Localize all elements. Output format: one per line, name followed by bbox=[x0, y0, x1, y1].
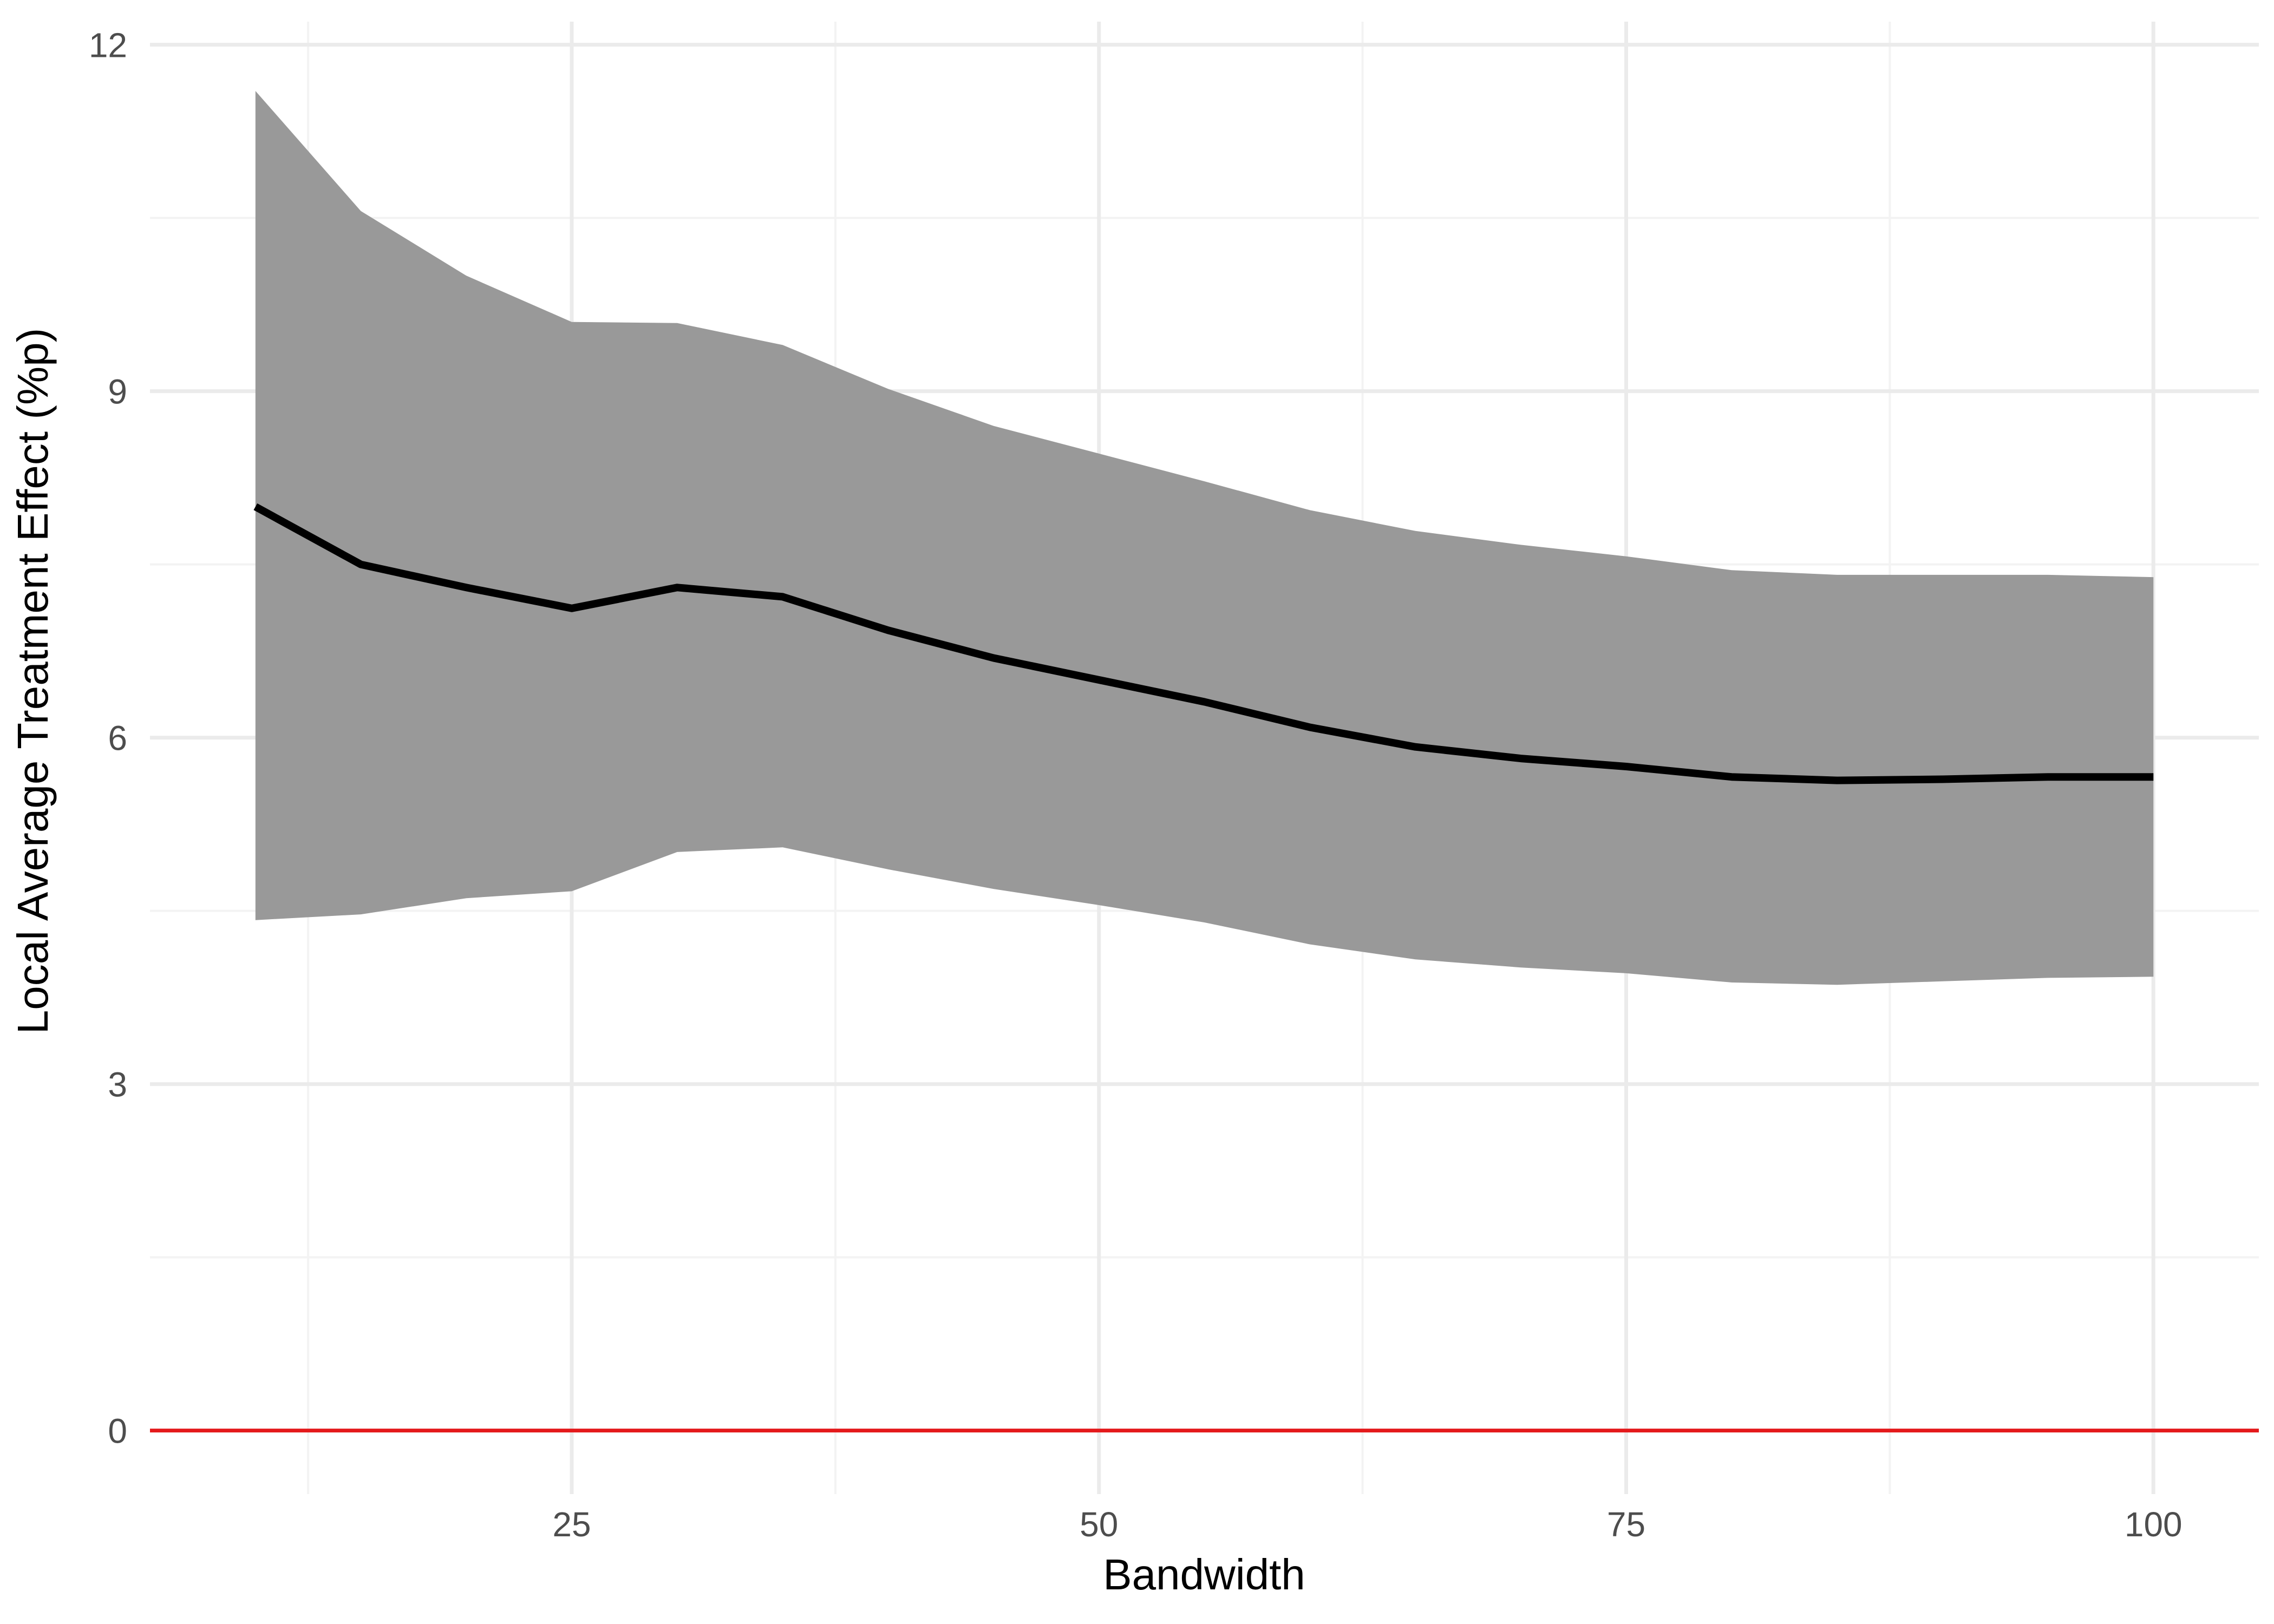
x-axis-tick-labels: 25 50 75 100 bbox=[552, 1505, 2182, 1544]
estimate-line-layer bbox=[253, 503, 2154, 784]
y-tick-label: 6 bbox=[108, 719, 127, 758]
y-tick-label: 3 bbox=[108, 1065, 127, 1104]
y-axis-title: Local Average Treatment Effect (%p) bbox=[9, 328, 57, 1034]
y-tick-label: 0 bbox=[108, 1412, 127, 1451]
confidence-band bbox=[255, 91, 2154, 985]
y-axis-tick-labels: 0 3 6 9 12 bbox=[89, 26, 127, 1451]
x-axis-title: Bandwidth bbox=[1103, 1550, 1305, 1599]
x-tick-label: 100 bbox=[2125, 1505, 2182, 1544]
y-tick-label: 12 bbox=[89, 26, 127, 65]
x-tick-label: 75 bbox=[1607, 1505, 1645, 1544]
confidence-band-layer bbox=[255, 91, 2154, 985]
x-tick-label: 25 bbox=[552, 1505, 591, 1544]
y-tick-label: 9 bbox=[108, 372, 127, 411]
x-tick-label: 50 bbox=[1080, 1505, 1118, 1544]
